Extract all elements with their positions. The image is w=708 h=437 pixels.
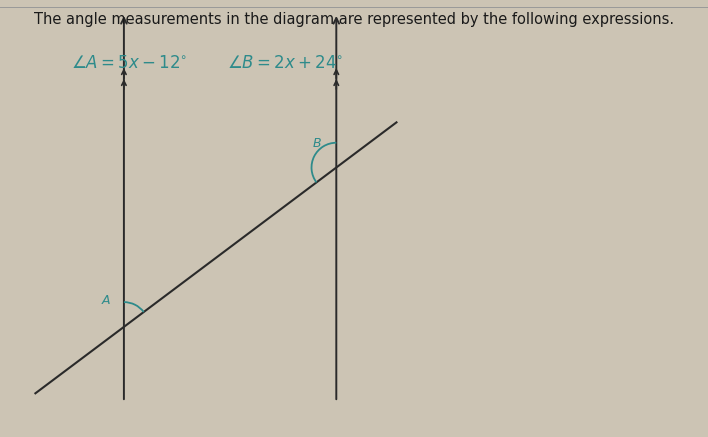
Text: $\angle B = 2x + 24^{\circ}$: $\angle B = 2x + 24^{\circ}$ <box>227 54 343 73</box>
Text: A: A <box>102 294 110 307</box>
Text: $\angle A = 5x - 12^{\circ}$: $\angle A = 5x - 12^{\circ}$ <box>71 54 187 73</box>
Text: The angle measurements in the diagram are represented by the following expressio: The angle measurements in the diagram ar… <box>34 12 674 27</box>
Text: B: B <box>312 137 321 150</box>
